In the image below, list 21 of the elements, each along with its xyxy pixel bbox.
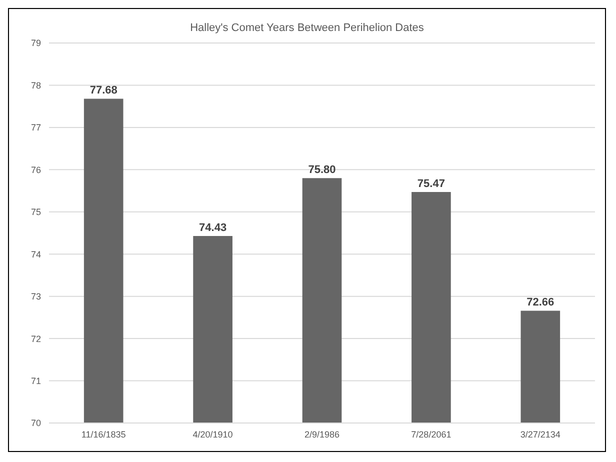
x-tick-label: 7/28/2061 (411, 429, 452, 440)
data-label: 75.80 (308, 164, 336, 176)
y-tick-label: 71 (30, 376, 41, 386)
y-tick-label: 79 (30, 38, 41, 48)
data-label: 75.47 (417, 178, 445, 190)
y-tick-label: 75 (30, 207, 41, 218)
x-tick-label: 11/16/1835 (81, 429, 126, 440)
y-tick-label: 73 (30, 292, 41, 302)
chart-title: Halley's Comet Years Between Perihelion Dates (189, 22, 425, 34)
x-tick-label: 3/27/2134 (520, 429, 560, 440)
x-tick-label: 2/9/1986 (304, 429, 340, 440)
y-tick-label: 72 (30, 334, 41, 344)
data-label: 77.68 (90, 84, 118, 97)
x-tick-label: 4/20/1910 (192, 429, 233, 440)
y-tick-label: 70 (30, 418, 41, 428)
data-label: 74.43 (199, 222, 227, 234)
data-label: 72.66 (526, 296, 554, 309)
y-tick-label: 78 (30, 80, 41, 90)
y-tick-label: 74 (30, 249, 41, 260)
y-tick-label: 76 (30, 164, 41, 175)
y-tick-label: 77 (30, 122, 41, 133)
